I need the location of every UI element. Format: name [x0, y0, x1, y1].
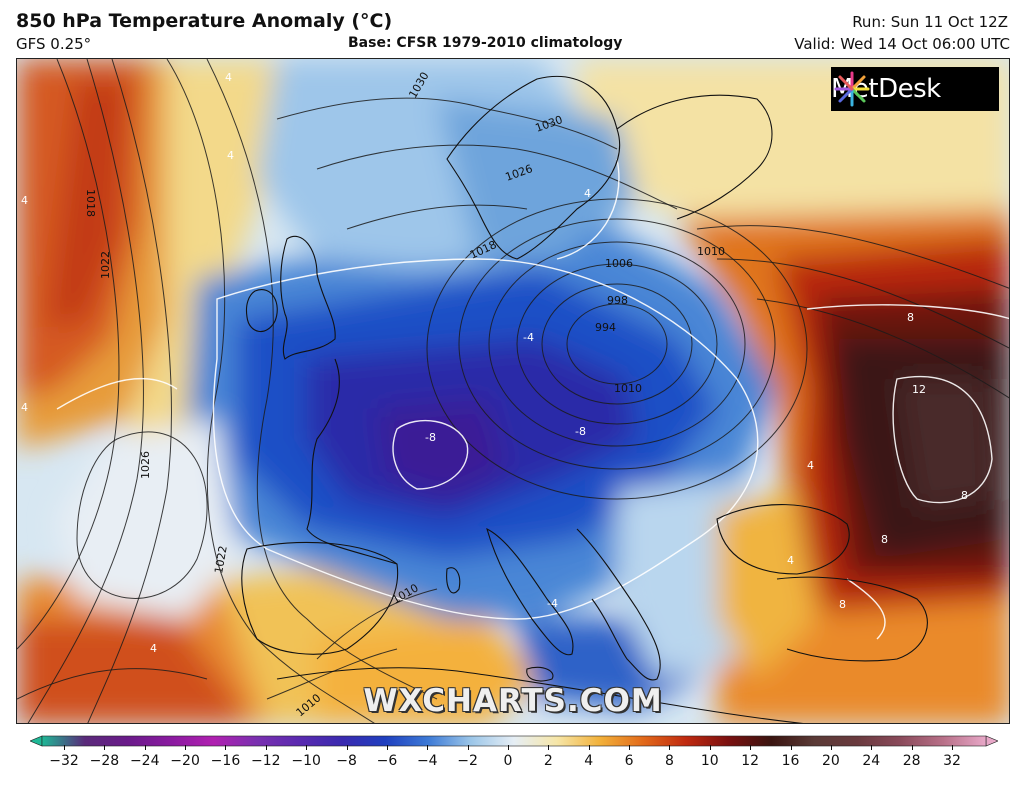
colorbar-tick-mark: [467, 745, 469, 750]
colorbar-tick-label: 32: [943, 753, 961, 769]
colorbar-tick-label: −16: [210, 753, 241, 769]
colorbar-tick-label: 16: [781, 753, 800, 769]
isobar-label: 1018: [84, 189, 97, 217]
anomaly-label: 4: [807, 459, 814, 472]
colorbar-tick-label: −10: [291, 753, 321, 769]
anomaly-label: -4: [523, 331, 534, 344]
colorbar-tick-mark: [225, 745, 227, 750]
colorbar-tick-label: −6: [376, 753, 398, 769]
anomaly-label: -4: [547, 597, 558, 610]
watermark: WXCHARTS.COM: [363, 683, 663, 719]
isobar-label: 1006: [605, 257, 633, 270]
colorbar-tick-mark: [952, 745, 953, 750]
colorbar-gradient: [41, 735, 987, 747]
colorbar-tick-mark: [629, 745, 631, 750]
colorbar-tick-label: −4: [416, 753, 438, 769]
colorbar-tick-label: −32: [49, 753, 79, 769]
colorbar-tick-label: 8: [664, 753, 674, 769]
anomaly-contours: [56, 158, 1009, 640]
anomaly-label: 4: [584, 187, 591, 200]
valid-time-label: Valid: Wed 14 Oct 06:00 UTC: [794, 35, 1010, 53]
anomaly-label: 8: [907, 311, 914, 324]
colorbar-tick-mark: [548, 745, 550, 750]
colorbar-tick-mark: [790, 745, 792, 750]
anomaly-label: -8: [575, 425, 586, 438]
colorbar-tick-label: 2: [543, 753, 553, 769]
colorbar-tick-label: 24: [862, 753, 881, 769]
colorbar-tick-label: −28: [89, 753, 120, 769]
anomaly-label: 12: [912, 383, 926, 396]
colorbar-tick-label: −2: [457, 753, 478, 769]
anomaly-label: 8: [961, 489, 968, 502]
map-canvas: 1030 1030 1026 1018 1018 1022 1026 1022 …: [17, 59, 1009, 723]
colorbar-tick-mark: [427, 745, 429, 750]
colorbar-tick-mark: [911, 745, 913, 750]
colorbar-tick-mark: [750, 745, 752, 750]
anomaly-label: 4: [227, 149, 234, 162]
anomaly-map: 1030 1030 1026 1018 1018 1022 1026 1022 …: [16, 58, 1010, 724]
model-label: GFS 0.25°: [16, 35, 92, 53]
colorbar-tick-mark: [104, 745, 106, 750]
anomaly-label: -8: [425, 431, 436, 444]
coastlines: [241, 75, 928, 723]
colorbar-tick-mark: [669, 745, 671, 750]
anomaly-label: 8: [839, 598, 846, 611]
colorbar-tick-label: 12: [741, 753, 760, 769]
climatology-base-label: Base: CFSR 1979-2010 climatology: [348, 35, 623, 51]
colorbar-tick-label: 6: [624, 753, 634, 769]
colorbar-tick-mark: [588, 745, 590, 750]
colorbar-tick-mark: [508, 745, 509, 750]
colorbar-left-arrow: [30, 735, 43, 747]
anomaly-label: 4: [150, 642, 157, 655]
colorbar-tick-mark: [386, 745, 388, 750]
colorbar-tick-label: −20: [170, 753, 200, 769]
isobar-label: 1026: [139, 451, 152, 479]
colorbar-tick-label: 28: [902, 753, 921, 769]
anomaly-label: 4: [21, 194, 28, 207]
anomaly-label: 4: [21, 401, 28, 414]
colorbar-tick-label: 20: [821, 753, 840, 769]
colorbar-tick-label: 4: [584, 753, 594, 769]
colorbar-tick-label: −8: [336, 753, 357, 769]
colorbar-tick-mark: [346, 745, 348, 750]
anomaly-field: [17, 59, 1009, 723]
colorbar-tick-mark: [306, 745, 308, 750]
anomaly-label: 8: [881, 533, 888, 546]
colorbar-tick-mark: [185, 745, 187, 750]
colorbar: −32 −28 −24 −20 −16 −12 −10 −8 −6 −4 −2 0 2 4 6 8 10 12 16…: [30, 735, 998, 783]
colorbar-tick-mark: [265, 745, 267, 750]
map-title: 850 hPa Temperature Anomaly (°C): [16, 10, 393, 32]
colorbar-tick-mark: [830, 745, 832, 750]
isobar-label: 1010: [697, 245, 725, 258]
anomaly-labels: 4 4 -4 -8 -8 4 -4 8 12 8 8 8 4 4 4 4 4: [21, 71, 968, 655]
isobar-label: 1022: [99, 251, 112, 279]
run-time-label: Run: Sun 11 Oct 12Z: [852, 13, 1008, 31]
metdesk-logo: MetDesk: [831, 67, 999, 111]
colorbar-tick-mark: [64, 745, 65, 750]
colorbar-strip: [30, 735, 998, 747]
colorbar-tick-label: 0: [503, 753, 513, 769]
anomaly-label: 4: [787, 554, 794, 567]
isobar-label: 998: [607, 294, 628, 307]
colorbar-tick-label: −12: [251, 753, 281, 769]
isobar-label: 1022: [212, 545, 230, 575]
colorbar-right-arrow: [985, 735, 998, 747]
metdesk-burst-icon: [834, 71, 870, 107]
colorbar-tick-label: 10: [700, 753, 719, 769]
colorbar-tick-label: −24: [129, 753, 160, 769]
colorbar-tick-mark: [144, 745, 146, 750]
colorbar-tick-mark: [871, 745, 873, 750]
anomaly-label: 4: [225, 71, 232, 84]
isobar-label: 994: [595, 321, 616, 334]
colorbar-tick-mark: [709, 745, 711, 750]
isobar-label: 1010: [614, 382, 642, 395]
